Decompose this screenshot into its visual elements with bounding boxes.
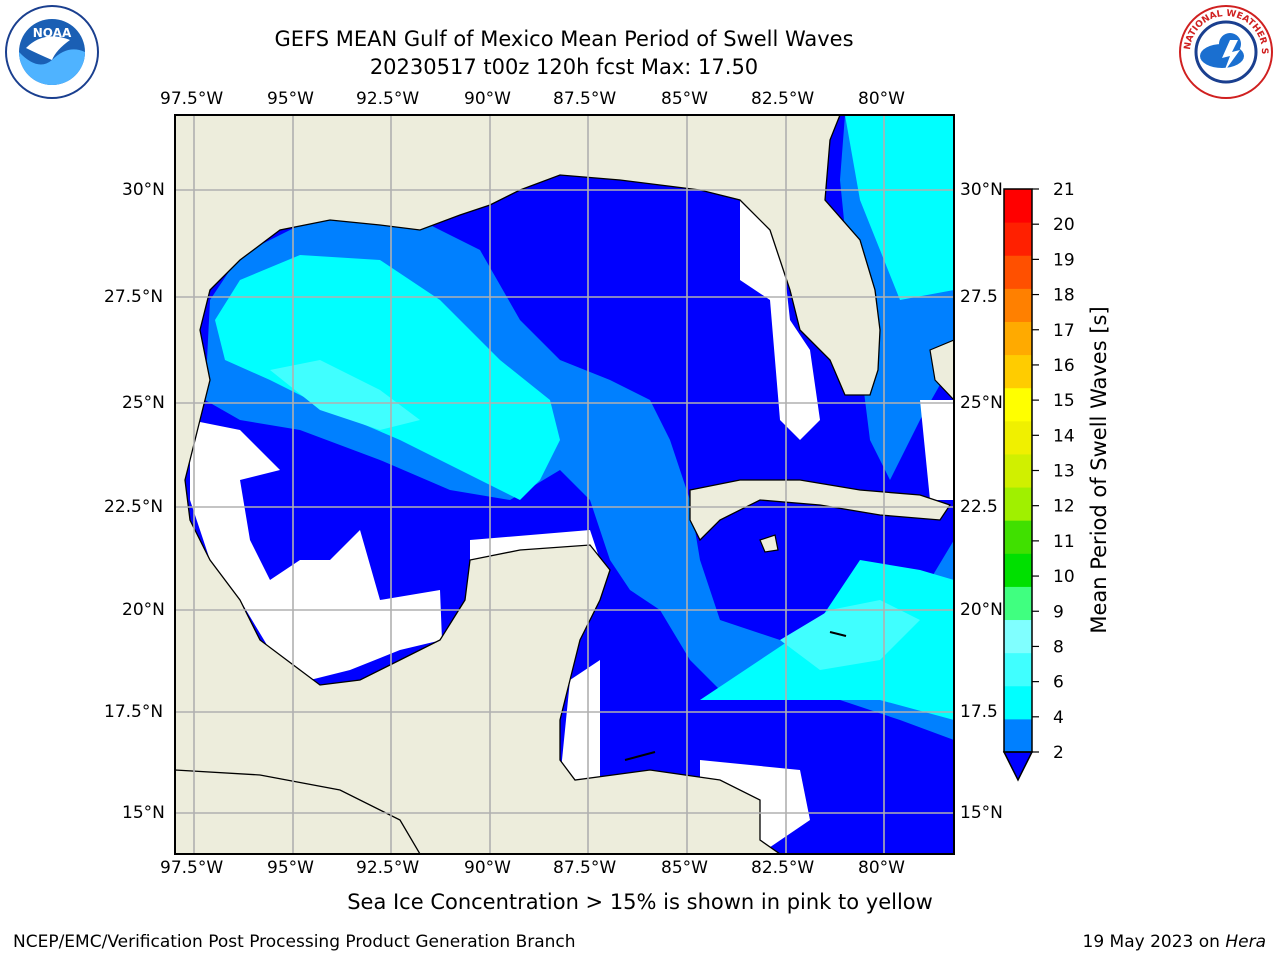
colorbar-block	[1004, 718, 1032, 753]
lon-label-bottom: 90°W	[464, 858, 511, 878]
land-mainland	[175, 115, 881, 854]
colorbar-block	[1004, 222, 1032, 256]
colorbar-block	[1004, 685, 1032, 720]
lon-label-top: 82.5°W	[751, 89, 815, 109]
lat-label-right: 20°N	[960, 600, 1003, 620]
colorbar-tick-label: 4	[1053, 708, 1064, 728]
colorbar-block	[1004, 288, 1032, 322]
colorbar-ticks: 21 20 19 18 17 16 15 14 13 12 11 10 9 8 6 4 2	[1032, 180, 1075, 763]
colorbar-block	[1004, 487, 1032, 521]
colorbar-tick-label: 8	[1053, 637, 1064, 657]
colorbar-block	[1004, 255, 1032, 289]
land-isle-of-youth	[759, 534, 779, 553]
sea-ice-note: Sea Ice Concentration > 15% is shown in …	[347, 890, 933, 914]
colorbar-tick-label: 13	[1053, 462, 1075, 482]
colorbar-tick-label: 9	[1053, 602, 1064, 622]
colorbar-block	[1004, 553, 1032, 587]
colorbar-blocks	[1004, 189, 1032, 753]
graticule	[175, 115, 954, 854]
lat-label-right: 27.5	[960, 287, 998, 307]
lat-label-right: 30°N	[960, 180, 1003, 200]
colorbar-block	[1004, 619, 1032, 654]
land-cayman	[829, 631, 847, 637]
lon-label-bottom: 97.5°W	[160, 858, 224, 878]
lon-label-bottom: 80°W	[858, 858, 905, 878]
lon-label-bottom: 85°W	[661, 858, 708, 878]
lat-label-right: 25°N	[960, 393, 1003, 413]
nodata-bahamas	[920, 400, 954, 500]
swell-zone-caribbean-6-8s	[780, 600, 920, 670]
lat-label-right: 22.5	[960, 497, 998, 517]
colorbar-tick-label: 14	[1053, 426, 1075, 446]
land-bahamas	[929, 339, 954, 401]
colorbar-block	[1004, 586, 1032, 621]
lon-label-top: 92.5°W	[356, 89, 420, 109]
colorbar-block	[1004, 420, 1032, 455]
nws-logo-icon: NATIONAL WEATHER SERVICE	[1178, 4, 1273, 99]
map-subtitle: 20230517 t00z 120h fcst Max: 17.50	[369, 55, 759, 79]
map-frame	[174, 114, 955, 855]
lon-label-bottom: 82.5°W	[751, 858, 815, 878]
lat-label-right: 15°N	[960, 803, 1003, 823]
lon-label-top: 85°W	[661, 89, 708, 109]
swell-zone-6-8s	[270, 360, 420, 430]
land-bay-islands	[624, 751, 656, 761]
colorbar-block	[1004, 321, 1032, 356]
colorbar-block	[1004, 387, 1032, 422]
lat-label-left: 25°N	[122, 393, 165, 413]
colorbar-tick-label: 20	[1053, 215, 1075, 235]
nodata-belize-shelf	[560, 660, 600, 780]
footer-host: Hera	[1225, 932, 1266, 952]
colorbar-label: Mean Period of Swell Waves [s]	[1087, 306, 1111, 633]
lon-label-top: 95°W	[267, 89, 314, 109]
lon-label-top: 90°W	[464, 89, 511, 109]
colorbar-tick-label: 2	[1053, 743, 1064, 763]
swell-zone-4-6s	[215, 255, 560, 500]
lat-label-left: 27.5°N	[104, 287, 164, 307]
lon-label-top: 87.5°W	[553, 89, 617, 109]
colorbar-tick-label: 21	[1053, 180, 1075, 200]
colorbar-tick-label: 12	[1053, 497, 1075, 517]
colorbar-extend-arrow	[1002, 751, 1034, 782]
colorbar-tick-label: 18	[1053, 286, 1075, 306]
lat-label-left: 17.5°N	[104, 702, 164, 722]
colorbar-block	[1004, 354, 1032, 389]
lon-label-top: 80°W	[858, 89, 905, 109]
colorbar-tick-label: 17	[1053, 321, 1075, 341]
colorbar-tick-label: 11	[1053, 532, 1075, 552]
nodata-bay-of-campeche	[190, 420, 442, 680]
colorbar-tick-label: 15	[1053, 391, 1075, 411]
lon-label-top: 97.5°W	[160, 89, 224, 109]
lat-label-right: 17.5	[960, 702, 998, 722]
colorbar-block	[1004, 652, 1032, 687]
colorbar-tick-label: 6	[1053, 673, 1064, 693]
colorbar-tick-label: 19	[1053, 250, 1075, 270]
colorbar-tick-label: 10	[1053, 567, 1075, 587]
footer-date: 19 May 2023 on Hera	[1083, 932, 1267, 952]
noaa-logo-text: NOAA	[33, 26, 72, 40]
lat-label-left: 20°N	[122, 600, 165, 620]
colorbar-block	[1004, 453, 1032, 488]
land-cuba	[689, 479, 952, 542]
footer-date-text: 19 May 2023 on	[1082, 932, 1226, 952]
lat-label-left: 30°N	[122, 180, 165, 200]
footer-credit: NCEP/EMC/Verification Post Processing Pr…	[13, 932, 576, 952]
colorbar-block	[1004, 189, 1032, 223]
noaa-logo-icon: NOAA	[5, 5, 99, 99]
colorbar-tick-label: 16	[1053, 356, 1075, 376]
colorbar-block	[1004, 520, 1032, 554]
lon-label-bottom: 95°W	[267, 858, 314, 878]
nodata-florida-shelf	[740, 200, 820, 440]
lat-label-left: 22.5°N	[104, 497, 164, 517]
map-title: GEFS MEAN Gulf of Mexico Mean Period of …	[274, 27, 854, 51]
swell-zone-atlantic-4-6s	[845, 115, 954, 300]
lat-label-left: 15°N	[122, 803, 165, 823]
lon-label-bottom: 87.5°W	[553, 858, 617, 878]
lon-label-bottom: 92.5°W	[356, 858, 420, 878]
